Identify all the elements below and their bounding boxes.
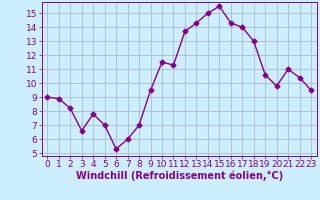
X-axis label: Windchill (Refroidissement éolien,°C): Windchill (Refroidissement éolien,°C) xyxy=(76,171,283,181)
